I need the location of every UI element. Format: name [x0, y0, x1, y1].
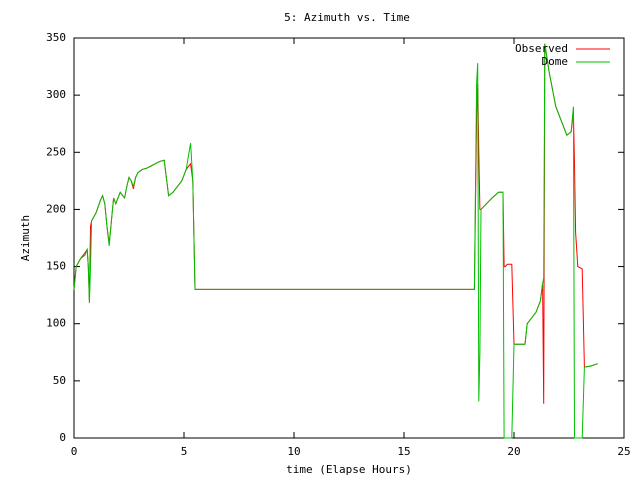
plot-border: [73, 37, 625, 439]
y-axis-label: Azimuth: [19, 215, 32, 261]
x-tick-label: 0: [71, 445, 78, 458]
y-tick-label: 50: [53, 374, 66, 387]
y-tick-label: 150: [46, 260, 66, 273]
y-tick-label: 300: [46, 88, 66, 101]
x-tick-label: 15: [397, 445, 410, 458]
series-line: [73, 43, 598, 404]
legend-label: Observed: [515, 42, 568, 55]
x-tick-label: 25: [617, 445, 630, 458]
chart-title: 5: Azimuth vs. Time: [284, 11, 410, 24]
y-tick-label: 200: [46, 202, 66, 215]
x-tick-label: 5: [181, 445, 188, 458]
legend-label: Dome: [542, 55, 569, 68]
y-tick-label: 0: [59, 431, 66, 444]
y-tick-label: 100: [46, 317, 66, 330]
y-tick-label: 250: [46, 145, 66, 158]
series-line: [73, 43, 598, 439]
y-tick-label: 350: [46, 31, 66, 44]
x-axis-label: time (Elapse Hours): [286, 463, 412, 476]
x-tick-label: 10: [287, 445, 300, 458]
x-tick-label: 20: [507, 445, 520, 458]
